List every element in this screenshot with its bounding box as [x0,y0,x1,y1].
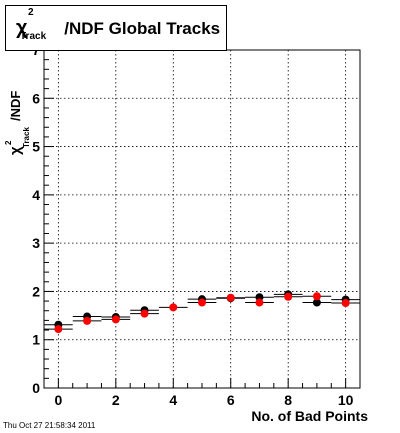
title-text: /NDF Global Tracks [64,19,221,38]
data-point-red [140,309,149,318]
data-point-red [83,316,92,325]
x-tick-label: 10 [338,392,354,408]
y-tick-label: 4 [32,187,40,203]
x-axis-label: No. of Bad Points [251,408,368,424]
data-point-red [312,292,321,301]
data-point-red [169,303,178,312]
timestamp: Thu Oct 27 21:58:34 2011 [3,421,96,430]
data-point-red [284,292,293,301]
data-point-red [111,315,120,324]
title-subscript: Track [20,31,47,42]
data-point-red [54,325,63,334]
x-tick-label: 6 [227,392,235,408]
plot-frame [43,49,361,389]
y-tick-label: 1 [32,332,40,348]
ylabel-superscript: 2 [4,140,13,145]
x-tick-label: 0 [54,392,62,408]
ylabel-chi-symbol: χ [7,146,24,155]
x-tick-label: 4 [169,392,177,408]
title-chi-symbol: χ [16,17,28,39]
data-point-red [198,298,206,307]
y-tick-label: 2 [32,283,40,299]
x-tick-label: 8 [284,392,292,408]
chart-title-box: χ 2 Track /NDF Global Tracks [5,5,227,51]
data-point-black [312,298,321,307]
y-axis-label: χ 2 Track /NDF [4,91,31,155]
y-tick-label: 3 [32,235,40,251]
y-tick-label: 6 [32,90,40,106]
x-tick-label: 2 [112,392,120,408]
y-tick-label: 5 [32,139,40,155]
y-tick-label: 0 [32,380,40,396]
data-point-red [255,298,264,307]
ylabel-subscript: Track [22,127,31,148]
ylabel-text: /NDF [8,91,23,121]
title-superscript: 2 [28,7,34,18]
chart-title: χ 2 Track /NDF Global Tracks [16,7,221,42]
data-point-red [341,299,350,308]
data-point-red [226,293,235,302]
